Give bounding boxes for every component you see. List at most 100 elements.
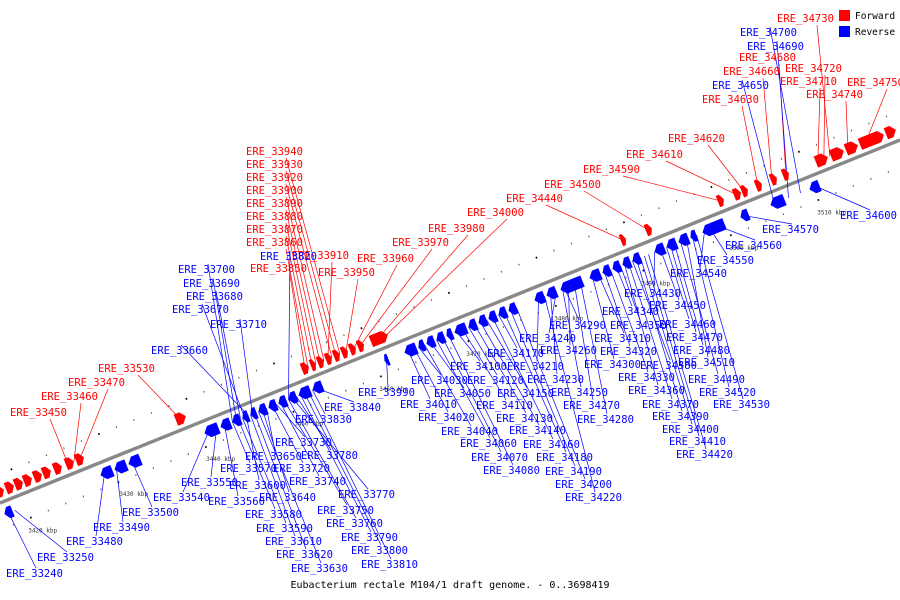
tick-mark-lower <box>152 467 155 470</box>
reverse-leader-line <box>436 339 491 439</box>
forward-gene-label: ERE_33470 <box>68 377 125 389</box>
reverse-gene-label: ERE_34210 <box>507 361 564 373</box>
tick-mark-upper <box>570 242 573 245</box>
reverse-gene-arrow <box>298 385 313 400</box>
tick-mark-upper <box>97 432 101 436</box>
tick-mark-lower <box>835 191 837 194</box>
tick-mark-lower <box>432 354 435 357</box>
tick-mark-lower <box>450 347 452 350</box>
reverse-gene-arrow <box>488 310 499 324</box>
reverse-gene-arrow <box>384 353 391 366</box>
tick-mark-upper <box>500 270 503 273</box>
scale-ticks: 3420 kbp 3430 kbp 3440 kbp 3450 kbp 3460 kbp… <box>10 115 890 535</box>
forward-gene-arrow <box>368 330 388 348</box>
tick-mark-lower <box>187 453 190 456</box>
forward-gene-arrow <box>3 481 14 495</box>
reverse-leader-line <box>628 262 673 400</box>
scale-label: 3480 kbp <box>554 315 583 322</box>
forward-gene-arrow <box>173 412 186 426</box>
reverse-leader-line <box>8 512 37 569</box>
forward-gene-label: ERE_33860 <box>246 237 303 249</box>
tick-mark-upper <box>272 362 276 365</box>
forward-leader-line <box>762 77 773 180</box>
reverse-gene-label: ERE_34010 <box>400 399 457 411</box>
reverse-gene-arrow <box>602 264 613 278</box>
reverse-leader-line <box>468 326 498 376</box>
reverse-gene-arrow <box>242 410 251 423</box>
reverse-leader-line <box>550 293 558 375</box>
reverse-gene-label: ERE_34260 <box>540 345 597 357</box>
reverse-leader-line <box>604 272 631 347</box>
reverse-gene-label: ERE_34080 <box>483 465 540 477</box>
forward-gene-arrow <box>12 477 23 491</box>
forward-leader-line <box>816 24 831 157</box>
genome-axis <box>0 138 900 505</box>
reverse-gene-label: ERE_34270 <box>563 400 620 412</box>
forward-gene-arrow <box>323 352 332 366</box>
reverse-leader-line <box>510 309 576 467</box>
forward-gene-label: ERE_34710 <box>780 76 837 88</box>
reverse-gene-label: ERE_33550 <box>181 477 238 489</box>
reverse-gene-label: ERE_34140 <box>509 425 566 437</box>
reverse-gene-arrow <box>446 327 455 341</box>
reverse-gene-label: ERE_33480 <box>66 536 123 548</box>
tick-mark-lower <box>257 424 260 427</box>
reverse-leader-line <box>246 416 260 481</box>
reverse-gene-label: ERE_34370 <box>642 399 699 411</box>
reverse-gene-label: ERE_33570 <box>220 463 277 475</box>
reverse-gene-label: ERE_34050 <box>434 388 491 400</box>
reverse-gene-label: ERE_34110 <box>476 400 533 412</box>
tick-mark-lower <box>240 431 242 434</box>
tick-mark-lower <box>397 368 400 371</box>
reverse-gene-arrow <box>268 398 279 412</box>
forward-gene-label: ERE_34000 <box>467 207 524 219</box>
tick-mark-lower <box>135 474 137 477</box>
tick-mark-lower <box>222 438 225 441</box>
forward-gene-arrow <box>51 462 62 475</box>
reverse-leader-line <box>300 394 372 533</box>
forward-leader-line <box>377 234 469 339</box>
tick-mark-lower <box>485 333 487 336</box>
reverse-leader-line <box>258 411 322 564</box>
reverse-leader-line <box>239 318 253 415</box>
reverse-gene-label: ERE_33820 <box>260 251 317 263</box>
reverse-leader-line <box>224 425 239 497</box>
forward-leader-line <box>665 160 737 195</box>
reverse-gene-label: ERE_33780 <box>301 450 358 462</box>
tick-mark-upper <box>640 214 643 217</box>
forward-gene-arrow <box>73 453 84 467</box>
forward-gene-label: ERE_34750 <box>847 77 900 89</box>
reverse-gene-arrow <box>508 302 519 315</box>
reverse-leader-line <box>544 296 596 493</box>
reverse-leader-line <box>624 263 659 386</box>
tick-mark-lower <box>379 375 382 378</box>
reverse-gene-label: ERE_34390 <box>652 411 709 423</box>
reverse-leader-line <box>564 288 580 321</box>
reverse-leader-line <box>288 250 291 400</box>
reverse-leader-line <box>516 307 586 480</box>
reverse-leader-line <box>254 413 307 550</box>
forward-gene-arrow <box>739 185 748 198</box>
reverse-leader-line <box>95 473 105 537</box>
reverse-gene-label: ERE_34250 <box>551 387 608 399</box>
forward-leader-line <box>285 183 333 358</box>
reverse-leader-line <box>504 312 567 453</box>
forward-leader-line <box>845 100 849 150</box>
reverse-leader-line <box>215 290 241 420</box>
label-leader-lines <box>8 24 888 569</box>
reverse-gene-label: ERE_34550 <box>697 255 754 267</box>
forward-leader-line <box>285 196 325 361</box>
reverse-gene-label: ERE_34180 <box>536 452 593 464</box>
forward-leader-line <box>285 235 313 366</box>
reverse-gene-label: ERE_34280 <box>577 414 634 426</box>
reverse-gene-label: ERE_33590 <box>256 523 313 535</box>
reverse-gene-label: ERE_34490 <box>688 374 745 386</box>
forward-gene-arrow <box>40 466 51 480</box>
reverse-leader-line <box>414 348 449 413</box>
reverse-leader-line <box>474 324 527 414</box>
reverse-gene-label: ERE_33500 <box>122 507 179 519</box>
forward-gene-label: ERE_34630 <box>702 94 759 106</box>
reverse-leader-line <box>408 351 431 400</box>
forward-gene-label: ERE_34620 <box>668 133 725 145</box>
